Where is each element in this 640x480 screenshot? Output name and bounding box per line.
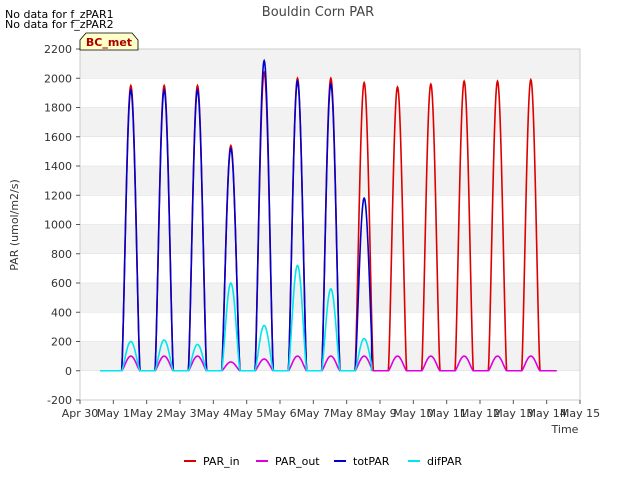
- chart-title: Bouldin Corn PAR: [262, 5, 374, 20]
- y-tick-label: 0: [65, 365, 72, 378]
- y-tick-label: 200: [51, 336, 72, 349]
- plot-band: [80, 224, 580, 254]
- plot-band: [80, 312, 580, 342]
- site-badge-label: BC_met: [86, 36, 132, 49]
- x-tick-label: May 4: [197, 407, 230, 420]
- legend: PAR_in PAR_out totPAR difPAR: [184, 455, 462, 468]
- y-tick-label: 400: [51, 306, 72, 319]
- x-tick-label: May 9: [363, 407, 396, 420]
- series-line-difpar: [100, 264, 373, 372]
- x-tick-label: May 10: [393, 407, 433, 420]
- x-tick-label: May 5: [230, 407, 263, 420]
- no-data-note-2: No data for f_zPAR2: [5, 18, 114, 31]
- legend-label: PAR_out: [275, 455, 320, 468]
- plot-band: [80, 136, 580, 166]
- y-tick-label: 1000: [44, 219, 72, 232]
- y-axis-label: PAR (umol/m2/s): [8, 179, 21, 271]
- legend-label: totPAR: [353, 455, 390, 468]
- y-tick-label: 600: [51, 277, 72, 290]
- y-tick-label: 1600: [44, 131, 72, 144]
- x-tick-label: May 8: [330, 407, 363, 420]
- no-data-note-1: No data for f_zPAR1: [5, 8, 114, 21]
- plot-band: [80, 370, 580, 400]
- series-line-par-out: [100, 355, 557, 372]
- plot-bands: [80, 48, 580, 401]
- x-tick-label: May 11: [427, 407, 467, 420]
- x-tick-label: May 12: [460, 407, 500, 420]
- plot-band: [80, 166, 580, 196]
- plot-band: [80, 253, 580, 283]
- plot-band: [80, 49, 580, 79]
- legend-label: difPAR: [427, 455, 462, 468]
- x-tick-label: May 13: [493, 407, 533, 420]
- x-axis-label: Time: [551, 423, 579, 436]
- x-tick-label: May 6: [263, 407, 296, 420]
- site-badge: BC_met: [79, 32, 139, 51]
- y-tick-label: 2200: [44, 43, 72, 56]
- plot-band: [80, 107, 580, 137]
- legend-label: PAR_in: [203, 455, 240, 468]
- y-tick-label: 1800: [44, 102, 72, 115]
- x-tick-label: May 2: [130, 407, 163, 420]
- plot-band: [80, 195, 580, 225]
- y-tick-label: 1200: [44, 189, 72, 202]
- y-axis: -200 0 200 400 600 800 1000 1200 1400 1600 1800 200…: [44, 43, 80, 407]
- x-tick-label: May 15: [560, 407, 600, 420]
- series-lines: [100, 58, 557, 372]
- plot-band: [80, 283, 580, 313]
- x-tick-label: May 7: [297, 407, 330, 420]
- x-tick-label: Apr 30: [62, 407, 99, 420]
- x-tick-label: May 14: [527, 407, 567, 420]
- x-tick-label: May 3: [163, 407, 196, 420]
- y-tick-label: 1400: [44, 160, 72, 173]
- y-tick-label: -200: [47, 394, 72, 407]
- y-tick-label: 800: [51, 248, 72, 261]
- y-tick-label: 2000: [44, 72, 72, 85]
- x-tick-label: May 1: [97, 407, 130, 420]
